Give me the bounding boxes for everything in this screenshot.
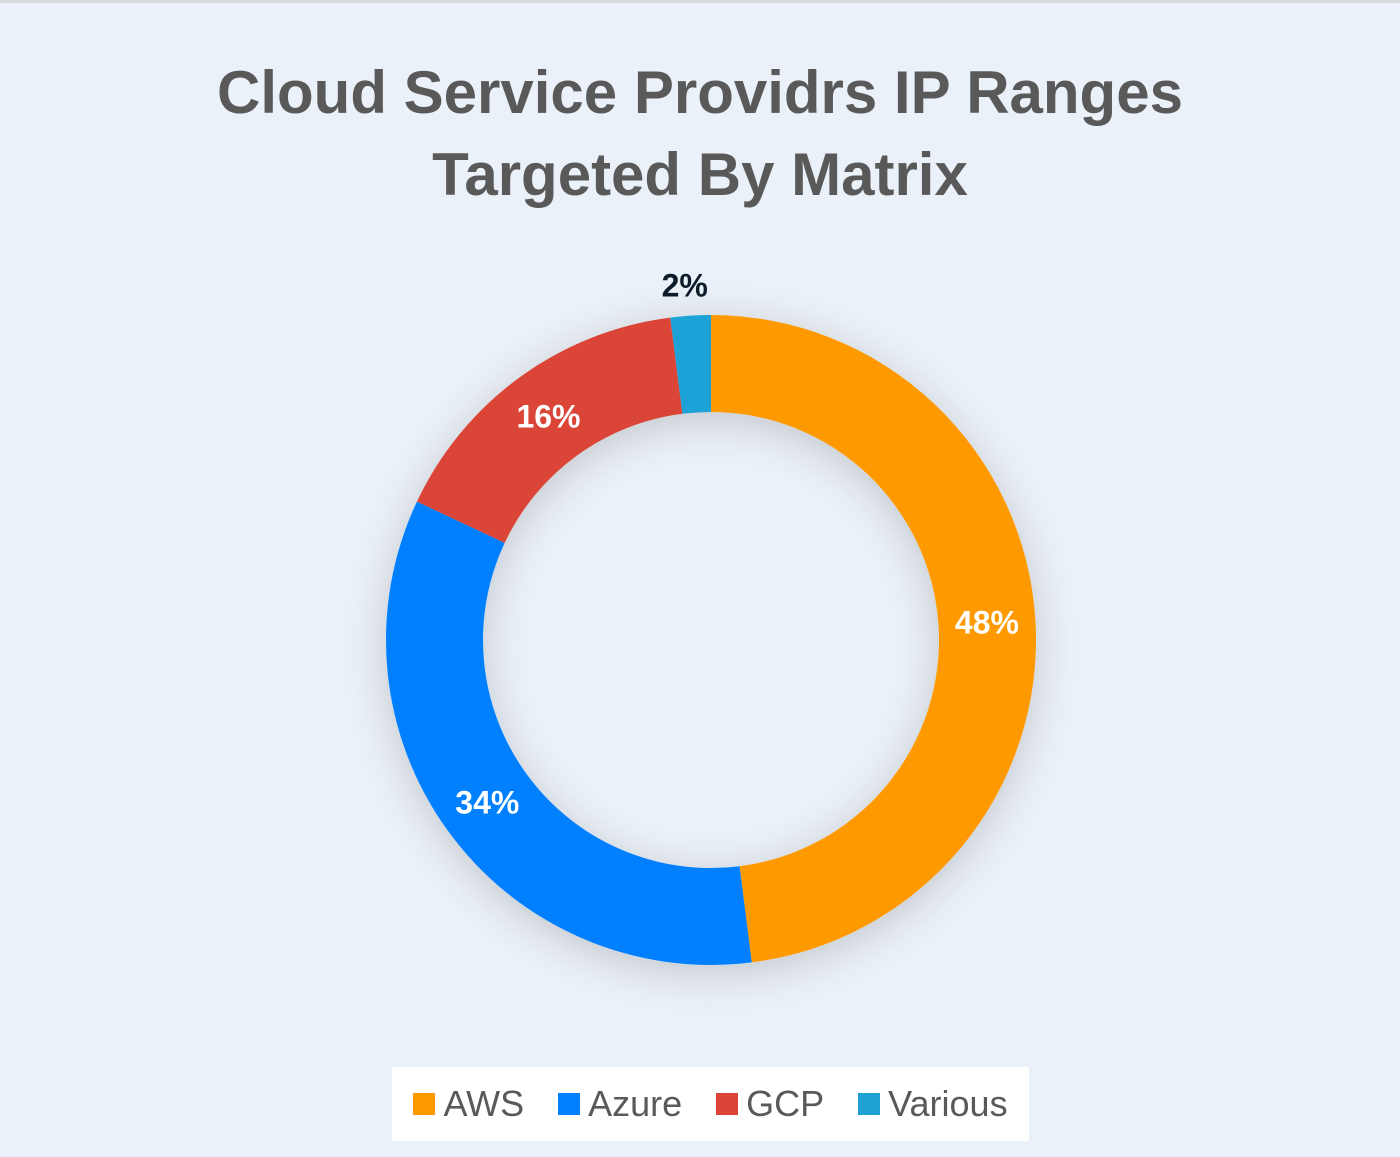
chart-legend: AWS Azure GCP Various: [392, 1067, 1029, 1141]
legend-swatch-azure: [558, 1093, 581, 1115]
legend-label-gcp: GCP: [746, 1083, 825, 1124]
slice-aws: [711, 315, 1037, 963]
legend-label-various: Various: [888, 1083, 1008, 1124]
slice-label-aws: 48%: [955, 605, 1019, 641]
slice-gcp: [416, 317, 683, 543]
legend-label-aws: AWS: [443, 1083, 525, 1124]
legend-item-azure: Azure: [558, 1086, 682, 1122]
legend-item-various: Various: [858, 1083, 1008, 1124]
legend-swatch-various: [858, 1093, 881, 1115]
slice-label-gcp: 16%: [516, 398, 580, 434]
slice-label-azure: 34%: [455, 785, 519, 821]
legend-swatch-aws: [413, 1093, 436, 1115]
chart-title-line-2: Targeted By Matrix: [432, 141, 968, 208]
chart-title: Cloud Service Providrs IP Ranges Targete…: [0, 52, 1400, 216]
slice-various: [670, 315, 711, 414]
legend-item-gcp: GCP: [716, 1086, 824, 1122]
top-border: [0, 0, 1400, 3]
legend-swatch-gcp: [716, 1093, 739, 1115]
slice-label-various: 2%: [662, 268, 708, 304]
chart-title-line-1: Cloud Service Providrs IP Ranges: [217, 59, 1183, 126]
legend-item-aws: AWS: [413, 1086, 524, 1122]
legend-label-azure: Azure: [588, 1083, 683, 1124]
slice-azure: [385, 501, 752, 965]
